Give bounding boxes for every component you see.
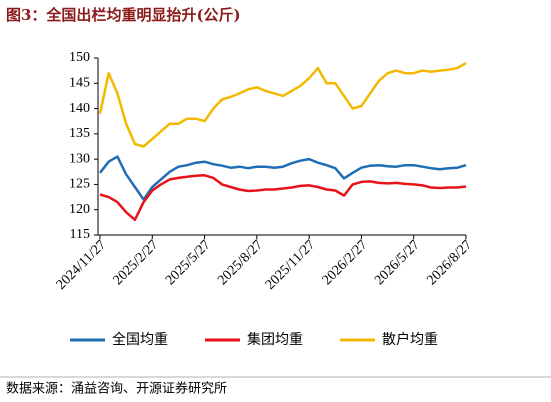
y-tick-label: 125 (69, 177, 90, 192)
x-tick-label: 2025/2/27 (111, 237, 162, 288)
series-line (99, 155, 467, 201)
source-note: 数据来源：涌益咨询、开源证券研究所 (6, 381, 227, 397)
y-tick-label: 135 (69, 126, 90, 141)
series-line (98, 62, 467, 148)
legend-label: 全国均重 (112, 331, 168, 348)
x-tick-label: 2026/5/27 (372, 237, 423, 288)
y-tick-label: 150 (69, 50, 90, 65)
y-tick-label: 140 (69, 101, 90, 116)
y-tick-label: 145 (69, 76, 90, 91)
x-tick-label: 2025/8/27 (215, 237, 266, 288)
chart-title: 图3：全国出栏均重明显抬升(公斤) (6, 6, 241, 24)
legend-label: 散户均重 (382, 331, 438, 348)
x-tick-label: 2025/5/27 (163, 237, 214, 288)
x-tick-label: 2026/8/27 (424, 237, 475, 288)
y-tick-label: 115 (70, 227, 90, 242)
legend-label: 集团均重 (247, 331, 303, 348)
series-line (99, 174, 467, 222)
x-tick-label: 2025/11/27 (263, 237, 318, 292)
x-tick-label: 2026/2/27 (320, 237, 371, 288)
x-tick-label: 2024/11/27 (54, 237, 109, 292)
y-tick-label: 120 (69, 202, 90, 217)
y-tick-label: 130 (69, 151, 90, 166)
